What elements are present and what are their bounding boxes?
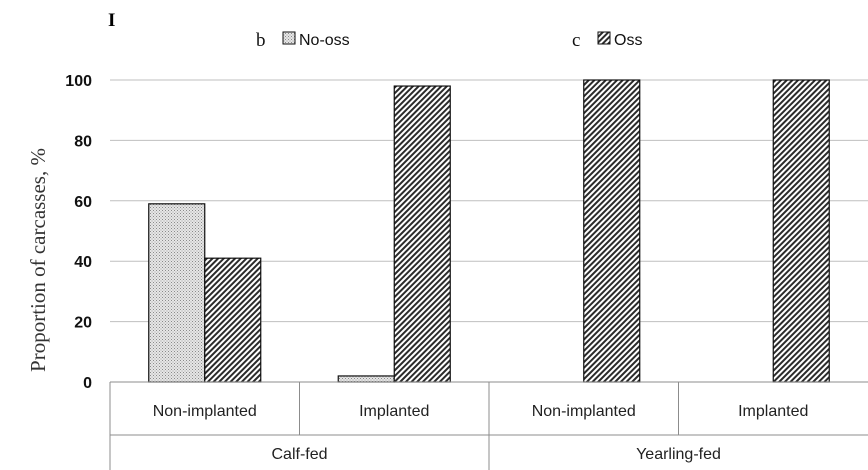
x-tick-label: Implanted <box>738 403 808 420</box>
y-tick-label: 100 <box>65 73 92 90</box>
y-axis-label: Proportion of carcasses, % <box>26 148 50 372</box>
y-tick-label: 60 <box>74 194 92 211</box>
legend-marker: b <box>256 30 266 51</box>
legend-swatch <box>597 31 611 45</box>
y-tick-label: 0 <box>83 375 92 392</box>
panel-label: I <box>108 10 115 31</box>
legend-marker: c <box>572 30 580 51</box>
bar-oss <box>393 85 451 383</box>
y-tick-label: 40 <box>74 254 92 271</box>
x-axis: Non-implanted Implanted Non-implanted Impla… <box>109 381 868 470</box>
y-tick-label: 20 <box>74 315 92 332</box>
x-group-label: Yearling-fed <box>636 446 721 463</box>
bars <box>148 79 830 383</box>
x-group-label: Calf-fed <box>271 446 327 463</box>
x-tick-label: Non-implanted <box>153 403 257 420</box>
bar-oss <box>772 79 830 383</box>
x-tick-label: Non-implanted <box>532 403 636 420</box>
legend-label: Oss <box>614 32 642 49</box>
legend-label: No-oss <box>299 32 350 49</box>
legend-swatch <box>282 31 296 45</box>
bar-no-oss <box>337 375 395 383</box>
x-tick-label: Implanted <box>359 403 429 420</box>
y-tick-label: 80 <box>74 133 92 150</box>
bar-oss <box>583 79 641 383</box>
y-axis-ticks: 0 20 40 60 80 100 <box>65 73 92 392</box>
bar-oss <box>204 257 262 383</box>
legend: b No-oss c Oss <box>256 30 642 51</box>
bar-no-oss <box>148 203 206 383</box>
